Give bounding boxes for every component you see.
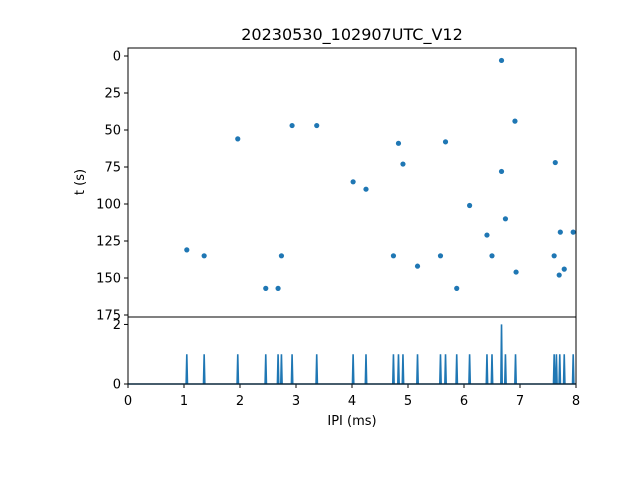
- scatter-point: [184, 247, 190, 253]
- histogram-x-tick-label: 2: [236, 394, 244, 409]
- scatter-point: [289, 122, 295, 129]
- scatter-point: [557, 229, 563, 235]
- scatter-point: [395, 140, 402, 146]
- scatter-points: [184, 57, 576, 291]
- histogram-y-tick-label: 0: [113, 378, 121, 393]
- histogram-y-tick-label: 2: [113, 318, 121, 333]
- scatter-point: [552, 159, 558, 166]
- scatter-y-axis-label: t (s): [73, 169, 88, 195]
- scatter-point: [570, 229, 576, 235]
- histogram-x-tick-label: 1: [180, 394, 188, 409]
- scatter-y-tick-label: 0: [113, 50, 121, 65]
- histogram-x-tick-label: 6: [460, 394, 468, 409]
- scatter-y-tick-label: 100: [96, 198, 121, 213]
- scatter-point: [484, 232, 490, 238]
- scatter-point: [442, 139, 449, 145]
- scatter-point: [350, 179, 356, 185]
- scatter-point: [513, 269, 519, 275]
- scatter-point: [275, 285, 281, 291]
- histogram-x-tick-label: 3: [292, 394, 300, 409]
- scatter-point: [467, 202, 473, 209]
- scatter-point: [278, 253, 285, 259]
- scatter-point: [400, 161, 406, 167]
- scatter-point: [414, 263, 421, 269]
- histogram-x-tick-label: 4: [348, 394, 356, 409]
- histogram-x-ticks: 0 1 2 3 4 5 6 7 8: [124, 384, 580, 409]
- scatter-point: [454, 285, 460, 291]
- scatter-point: [390, 253, 397, 259]
- scatter-y-tick-label: 25: [104, 87, 121, 102]
- scatter-y-tick-label: 150: [96, 272, 121, 287]
- scatter-point: [498, 57, 505, 64]
- histogram-x-tick-label: 0: [124, 394, 132, 409]
- scatter-y-tick-label: 50: [104, 124, 121, 139]
- scatter-point: [363, 186, 369, 192]
- scatter-point: [437, 253, 444, 259]
- scatter-point: [561, 266, 567, 272]
- scatter-point: [314, 122, 320, 129]
- histogram-x-axis-label: IPI (ms): [327, 414, 376, 429]
- scatter-point: [551, 253, 557, 259]
- histogram-x-tick-label: 8: [572, 394, 580, 409]
- scatter-point: [512, 118, 518, 124]
- chart-title: 20230530_102907UTC_V12: [241, 25, 463, 45]
- histogram-frame: [127, 316, 577, 385]
- scatter-y-tick-label: 75: [104, 161, 121, 176]
- scatter-point: [489, 253, 495, 259]
- scatter-point: [502, 216, 509, 222]
- scatter-point: [556, 272, 562, 278]
- scatter-y-tick-label: 175: [96, 309, 121, 324]
- scatter-point: [235, 136, 241, 142]
- scatter-panel: 0 25 50 75 100 125 150 175 t (s): [73, 47, 577, 324]
- scatter-point: [263, 285, 269, 291]
- scatter-y-ticks: 0 25 50 75 100 125 150 175: [96, 50, 128, 324]
- histogram-y-ticks: 02: [113, 318, 128, 393]
- scatter-y-tick-label: 125: [96, 235, 121, 250]
- scatter-point: [498, 168, 505, 175]
- histogram-x-tick-label: 7: [516, 394, 524, 409]
- histogram-x-tick-label: 5: [404, 394, 412, 409]
- scatter-point: [201, 253, 207, 259]
